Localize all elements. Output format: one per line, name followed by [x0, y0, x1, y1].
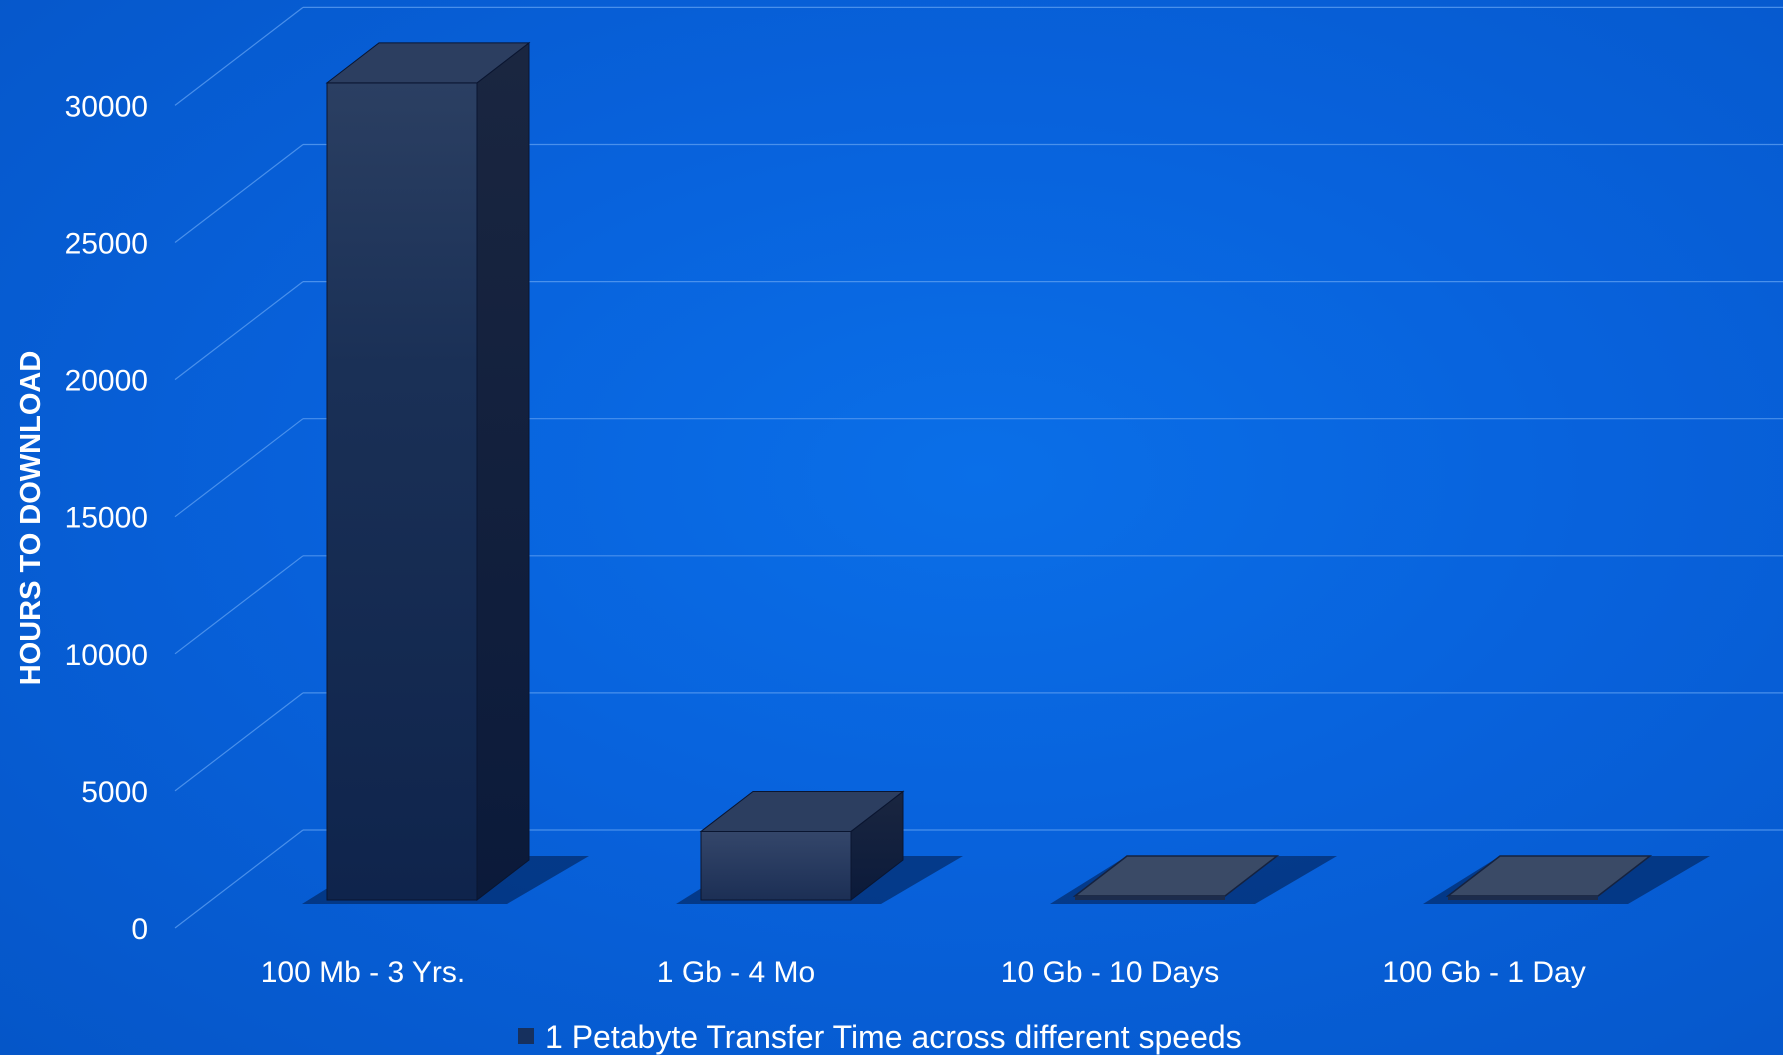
gridline-diagonal — [174, 555, 304, 655]
legend: 1 Petabyte Transfer Time across differen… — [518, 1019, 1242, 1055]
gridline-diagonal — [174, 6, 304, 106]
bar-front-face — [326, 82, 478, 901]
x-axis-ticks: 100 Mb - 3 Yrs. 1 Gb - 4 Mo 10 Gb - 10 Day… — [261, 956, 1586, 989]
bars — [302, 41, 1710, 904]
bar-4 — [1423, 855, 1710, 904]
y-tick-label: 5000 — [81, 776, 148, 809]
y-tick-label: 0 — [131, 913, 148, 946]
x-tick-label: 1 Gb - 4 Mo — [657, 956, 815, 989]
x-tick-label: 10 Gb - 10 Days — [1001, 956, 1219, 989]
bar-front-face — [700, 830, 852, 901]
y-tick-label: 15000 — [65, 502, 148, 535]
y-tick-label: 30000 — [65, 90, 148, 123]
x-tick-label: 100 Gb - 1 Day — [1382, 956, 1585, 989]
y-tick-label: 20000 — [65, 365, 148, 398]
y-tick-label: 10000 — [65, 639, 148, 672]
gridlines — [174, 6, 1783, 929]
bar-top-face — [699, 790, 905, 832]
y-axis-ticks: 0 5000 10000 15000 20000 25000 30000 — [65, 90, 148, 946]
bar-3 — [1050, 855, 1337, 904]
gridline-diagonal — [174, 144, 304, 243]
x-tick-label: 100 Mb - 3 Yrs. — [261, 956, 466, 989]
y-axis-title: HOURS TO DOWNLOAD — [15, 351, 47, 686]
bar-front-face — [1075, 896, 1225, 900]
bar-side-face — [476, 41, 530, 902]
gridline-diagonal — [174, 829, 304, 929]
bar-2 — [676, 790, 963, 904]
y-tick-label: 25000 — [65, 228, 148, 261]
gridline-diagonal — [174, 281, 304, 381]
bar-front-face — [1448, 896, 1598, 900]
gridline-diagonal — [174, 418, 304, 518]
legend-swatch — [518, 1028, 534, 1044]
bar-top-face — [325, 42, 531, 84]
bar-1 — [302, 41, 589, 904]
gridline-diagonal — [174, 692, 304, 792]
legend-label: 1 Petabyte Transfer Time across differen… — [545, 1019, 1242, 1055]
